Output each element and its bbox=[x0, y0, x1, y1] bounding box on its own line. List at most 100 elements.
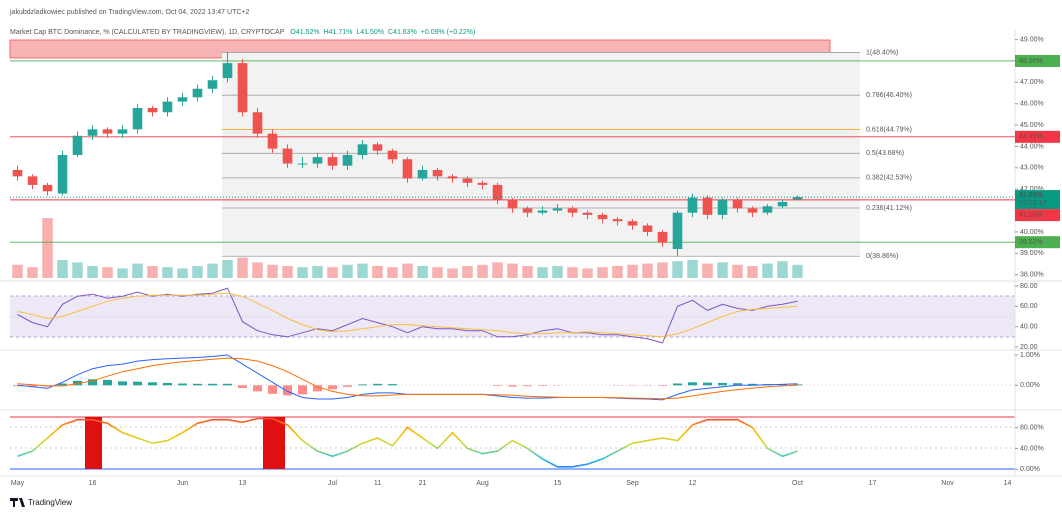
candle-body bbox=[702, 197, 713, 215]
logo-icon bbox=[10, 498, 25, 507]
volume-bar bbox=[402, 263, 413, 278]
x-tick-label: Oct bbox=[792, 480, 803, 487]
level-box bbox=[1015, 54, 1060, 67]
ohlc: +0.09% (+0.22%) bbox=[421, 29, 475, 36]
volume-bar bbox=[42, 218, 53, 278]
overbought-stripe bbox=[85, 417, 102, 469]
countdown: 12:12:17 bbox=[1019, 200, 1046, 207]
volume-bar bbox=[732, 264, 743, 278]
fib-label: 0(38.86%) bbox=[866, 253, 898, 260]
volume-bar bbox=[117, 268, 128, 278]
volume-bar bbox=[357, 263, 368, 278]
histogram-bar bbox=[793, 384, 802, 386]
x-tick-label: 21 bbox=[419, 480, 427, 487]
candle-body bbox=[657, 231, 668, 243]
volume-bar bbox=[552, 266, 563, 278]
candle-body bbox=[792, 197, 803, 200]
histogram-bar bbox=[328, 385, 337, 390]
volume-bar bbox=[447, 268, 458, 278]
ohlc: O41.52% bbox=[290, 29, 319, 36]
volume-bar bbox=[177, 268, 188, 278]
histogram-bar bbox=[178, 383, 187, 386]
fib-label: 0.5(43.68%) bbox=[866, 150, 904, 157]
candle-body bbox=[417, 169, 428, 179]
candle-body bbox=[372, 144, 383, 151]
candle-body bbox=[672, 212, 683, 250]
y-tick-label: 40.00% bbox=[1020, 229, 1044, 236]
candle-body bbox=[102, 129, 113, 134]
volume-bar bbox=[477, 264, 488, 278]
candle-body bbox=[537, 210, 548, 213]
volume-bar bbox=[27, 267, 38, 278]
candle-body bbox=[27, 176, 38, 185]
x-tick-label: 17 bbox=[869, 480, 877, 487]
candle-body bbox=[732, 199, 743, 209]
level-box bbox=[1015, 130, 1060, 143]
x-tick-label: 15 bbox=[554, 480, 562, 487]
y-tick-label: 60.00 bbox=[1020, 303, 1038, 310]
histogram-bar bbox=[283, 385, 292, 396]
histogram-bar bbox=[268, 385, 277, 394]
candle-body bbox=[507, 199, 518, 209]
candle-body bbox=[597, 214, 608, 220]
fib-label: 0.236(41.12%) bbox=[866, 205, 912, 212]
volume-bar bbox=[252, 262, 263, 278]
volume-bar bbox=[222, 260, 233, 278]
volume-bar bbox=[762, 263, 773, 278]
histogram-bar bbox=[658, 385, 667, 386]
histogram-bar bbox=[73, 380, 82, 386]
candle-body bbox=[117, 129, 128, 134]
y-tick-label: 43.00% bbox=[1020, 165, 1044, 172]
volume-bar bbox=[507, 263, 518, 278]
histogram-bar bbox=[118, 381, 127, 386]
histogram-bar bbox=[58, 383, 67, 386]
indicator-line bbox=[17, 417, 798, 468]
candle-body bbox=[177, 97, 188, 102]
histogram-bar bbox=[538, 385, 547, 386]
histogram-bar bbox=[238, 385, 247, 389]
candle-body bbox=[207, 80, 218, 89]
x-tick-label: Jul bbox=[328, 480, 337, 487]
volume-bar bbox=[432, 267, 443, 278]
volume-bar bbox=[702, 263, 713, 278]
histogram-bar bbox=[88, 379, 97, 386]
histogram-bar bbox=[373, 383, 382, 386]
y-tick-label: 40.00 bbox=[1020, 323, 1038, 330]
volume-bar bbox=[72, 262, 83, 278]
fib-label: 1(48.40%) bbox=[866, 49, 898, 56]
volume-bar bbox=[717, 262, 728, 278]
histogram-bar bbox=[388, 384, 397, 386]
candle-body bbox=[747, 208, 758, 213]
y-tick-label: 80.00% bbox=[1020, 424, 1044, 431]
y-tick-label: 1.00% bbox=[1020, 352, 1040, 359]
candle-body bbox=[627, 221, 638, 226]
x-tick-label: Jun bbox=[177, 480, 188, 487]
candle-body bbox=[762, 206, 773, 213]
candle-body bbox=[297, 163, 308, 165]
candle-body bbox=[132, 107, 143, 130]
candle-body bbox=[357, 144, 368, 155]
y-tick-label: 20.00 bbox=[1020, 344, 1038, 351]
indicator-line bbox=[17, 292, 798, 338]
volume-bar bbox=[627, 264, 638, 278]
ohlc: L41.50% bbox=[356, 29, 384, 36]
volume-bar bbox=[597, 267, 608, 278]
histogram-bar bbox=[733, 383, 742, 386]
candle-body bbox=[447, 176, 458, 179]
histogram-bar bbox=[673, 383, 682, 386]
volume-bar bbox=[87, 266, 98, 278]
volume-bar bbox=[672, 261, 683, 278]
volume-bar bbox=[537, 267, 548, 278]
volume-bar bbox=[417, 266, 428, 278]
indicator-line bbox=[17, 287, 798, 344]
candle-body bbox=[12, 169, 23, 177]
y-tick-label: 40.00% bbox=[1020, 445, 1044, 452]
histogram-bar bbox=[298, 385, 307, 395]
fib-label: 0.786(46.40%) bbox=[866, 92, 912, 99]
candle-body bbox=[462, 178, 473, 183]
volume-bar bbox=[162, 267, 173, 278]
histogram-bar bbox=[208, 383, 217, 386]
symbol: Market Cap BTC Dominance, % (CALCULATED … bbox=[10, 29, 285, 36]
volume-bar bbox=[642, 263, 653, 278]
